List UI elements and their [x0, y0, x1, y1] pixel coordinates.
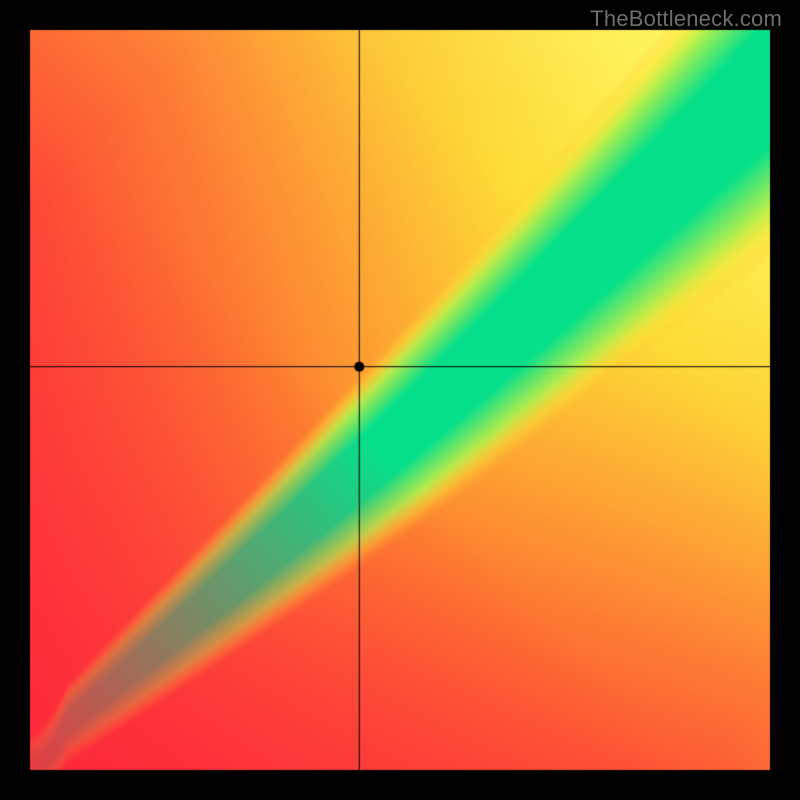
bottleneck-heatmap: [0, 0, 800, 800]
watermark-text: TheBottleneck.com: [590, 6, 782, 32]
